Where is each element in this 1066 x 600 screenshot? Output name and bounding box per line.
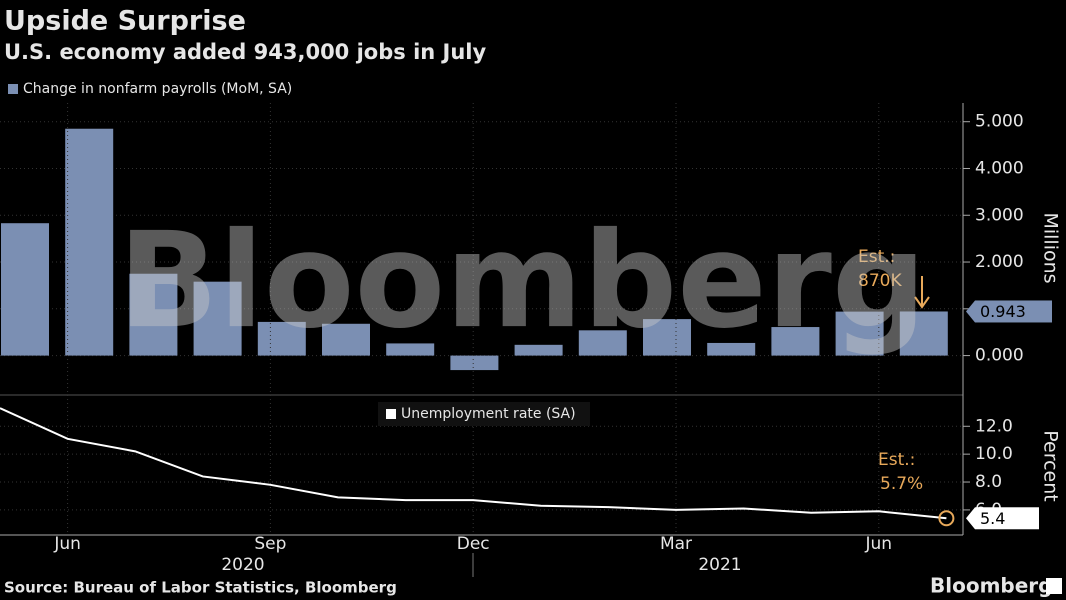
last-value-tag [975,507,1039,530]
y-tick-label: 10.0 [975,444,1013,464]
bar [386,343,435,356]
annotation: Est.: [878,450,915,470]
legend-label: Unemployment rate (SA) [401,406,576,422]
bar [835,311,884,356]
bar [514,344,563,356]
y-tick-label: 12.0 [975,416,1013,436]
annotation: 870K [858,271,902,291]
last-value-tag [975,300,1052,323]
bar [707,342,756,356]
y-tick-label: 8.0 [975,472,1002,492]
bar [578,330,627,356]
x-tick-label: Jun [53,534,81,554]
y-tick-label: 3.000 [975,205,1024,225]
bar [129,273,178,356]
year-label: 2020 [221,555,264,575]
bar [322,323,370,356]
legend-swatch [8,84,18,94]
bar [643,319,691,356]
last-point-marker [938,510,955,527]
bar [771,327,820,356]
brand-icon [1046,578,1062,594]
bar [1,223,49,356]
legend-label: Change in nonfarm payrolls (MoM, SA) [23,81,292,97]
last-value-label: 0.943 [980,302,1026,321]
x-tick-label: Jun [865,534,893,554]
x-tick-label: Mar [660,534,692,554]
bar [450,355,499,371]
watermark: Bloomberg [118,204,926,358]
bar [193,281,242,356]
annotation-arrowhead [914,296,930,309]
annotation: Est.: [858,247,895,267]
y-tick-label: 5.000 [975,112,1024,132]
x-tick-label: Sep [254,534,286,554]
last-value-tag-pointer [966,507,975,530]
chart-subtitle: U.S. economy added 943,000 jobs in July [4,40,486,64]
last-value-tag-pointer [966,300,975,323]
legend-swatch [386,409,396,419]
bar [899,311,948,356]
source: Source: Bureau of Labor Statistics, Bloo… [4,579,397,597]
chart-title: Upside Surprise [4,6,246,37]
brand-logo: Bloomberg [930,574,1052,598]
legend-box [378,402,590,426]
last-value-label: 5.4 [980,509,1005,528]
bar [65,128,114,356]
x-tick-label: Dec [457,534,490,554]
line [0,407,947,520]
y-tick-label: 2.000 [975,252,1024,272]
annotation: 5.7% [880,474,923,494]
bar [257,321,306,356]
year-label: 2021 [698,555,741,575]
y-axis-label: Millions [1040,212,1062,283]
y-tick-label: 0.000 [975,346,1024,366]
y-tick-label: 4.000 [975,158,1024,178]
y-axis-label: Percent [1040,430,1062,502]
